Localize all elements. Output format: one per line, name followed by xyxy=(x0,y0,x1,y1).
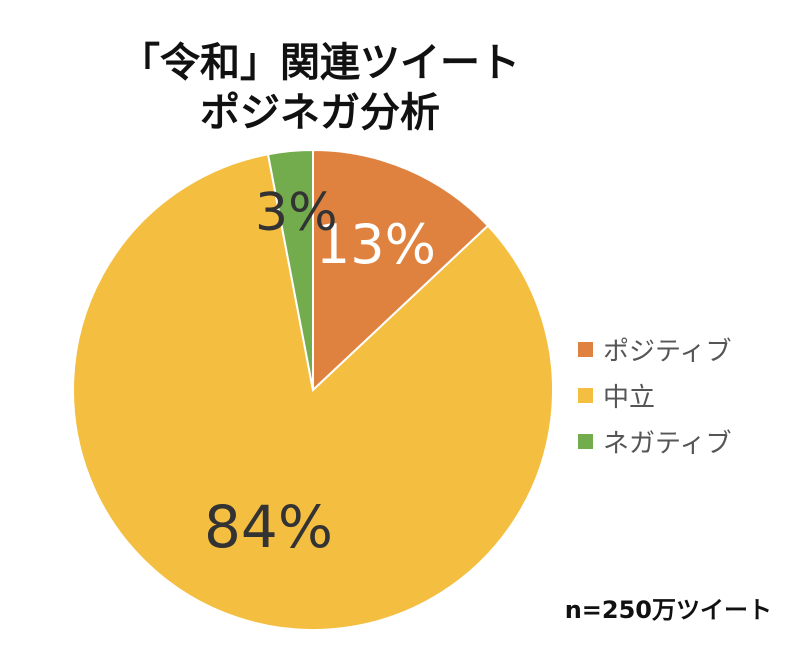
pie-slice-negative xyxy=(266,148,314,391)
legend-label-negative: ネガティブ xyxy=(603,428,732,459)
data-label-neutral: 84% xyxy=(204,493,333,561)
legend-label-positive: ポジティブ xyxy=(603,336,732,367)
legend-label-neutral: 中立 xyxy=(603,382,656,413)
chart-title: 「令和」関連ツイート ポジネガ分析 xyxy=(100,38,540,138)
legend: ポジティブ 中立 ネガティブ xyxy=(578,326,731,464)
legend-item-negative: ネガティブ xyxy=(578,418,731,464)
chart-title-line-2: ポジネガ分析 xyxy=(200,90,440,136)
legend-swatch-neutral xyxy=(578,387,593,403)
legend-item-neutral: 中立 xyxy=(578,372,731,418)
pie-slice-positive xyxy=(312,148,490,393)
data-label-negative: 3% xyxy=(255,183,338,243)
pie-slice-neutral xyxy=(71,153,554,631)
chart-title-line-1: 「令和」関連ツイート xyxy=(120,40,520,86)
legend-swatch-positive xyxy=(578,341,593,357)
legend-item-positive: ポジティブ xyxy=(578,326,731,372)
data-label-positive: 13% xyxy=(316,213,436,276)
legend-swatch-negative xyxy=(578,433,593,449)
sample-size-note: n=250万ツイート xyxy=(564,596,772,624)
